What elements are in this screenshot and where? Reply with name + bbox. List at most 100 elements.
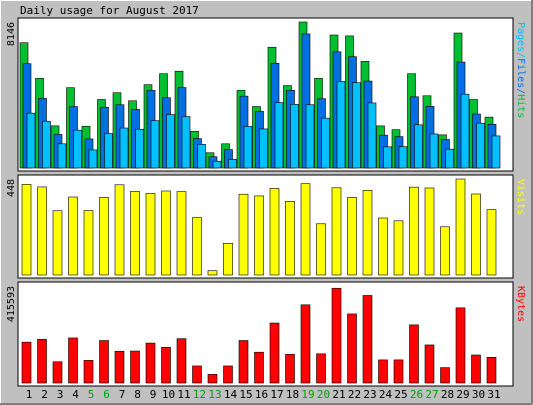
x-tick-label-day-2: 2	[41, 388, 48, 401]
bar-visits-visits-day-7	[114, 184, 125, 276]
bar-kbytes-kbytes-day-4	[68, 337, 78, 384]
bar-visits-visits-day-28	[440, 226, 450, 276]
x-tick-label-day-5: 5	[88, 388, 95, 401]
bar-visits-visits-day-15	[238, 193, 249, 276]
bar-visits-visits-day-12	[192, 217, 202, 276]
chart-title: Daily usage for August 2017	[20, 4, 199, 17]
bar-kbytes-kbytes-day-3	[52, 361, 63, 384]
ylabel-visits: Visits	[515, 179, 526, 215]
x-tick-label-day-24: 24	[379, 388, 393, 401]
bar-hits-files-pages-pages-day-27	[429, 133, 439, 169]
bar-hits-files-pages-pages-day-24	[383, 146, 392, 169]
bar-kbytes-kbytes-day-1	[21, 341, 32, 384]
x-tick-label-day-15: 15	[239, 388, 252, 401]
bar-kbytes-kbytes-day-17	[269, 322, 280, 384]
bar-kbytes-kbytes-day-16	[254, 351, 264, 384]
bar-kbytes-kbytes-day-7	[114, 350, 125, 384]
bar-visits-visits-day-24	[378, 217, 388, 276]
ymax-label-kbytes: 415593	[6, 286, 17, 322]
ylabel-segment-hits: Hits	[515, 94, 526, 118]
x-tick-label-day-17: 17	[270, 388, 283, 401]
bar-hits-files-pages-pages-day-31	[491, 135, 501, 169]
bar-visits-visits-day-31	[486, 209, 497, 276]
bars-layer	[19, 21, 501, 384]
bar-visits-visits-day-1	[21, 184, 32, 276]
x-tick-label-day-27: 27	[425, 388, 438, 401]
bar-visits-visits-day-13	[207, 270, 218, 276]
x-tick-label-day-28: 28	[441, 388, 454, 401]
bar-hits-files-pages-pages-day-19	[305, 104, 315, 169]
bar-visits-visits-day-26	[409, 186, 419, 276]
bar-visits-visits-day-4	[68, 196, 78, 276]
x-tick-label-day-3: 3	[57, 388, 64, 401]
bar-hits-files-pages-pages-day-7	[119, 127, 129, 169]
bar-kbytes-kbytes-day-10	[161, 346, 171, 384]
bar-kbytes-kbytes-day-8	[130, 350, 140, 384]
bar-hits-files-pages-pages-day-29	[460, 93, 470, 169]
bar-kbytes-kbytes-day-29	[455, 307, 466, 384]
ymax-label-hits-files-pages: 8146	[6, 22, 17, 46]
bar-visits-visits-day-27	[424, 187, 435, 276]
bar-hits-files-pages-pages-day-10	[166, 114, 175, 169]
bar-kbytes-kbytes-day-24	[378, 359, 388, 384]
bar-visits-visits-day-2	[37, 186, 47, 276]
x-tick-label-day-16: 16	[255, 388, 268, 401]
bar-hits-files-pages-pages-day-15	[243, 126, 253, 169]
bar-visits-visits-day-30	[471, 193, 481, 276]
x-tick-label-day-21: 21	[332, 388, 345, 401]
x-tick-label-day-22: 22	[348, 388, 361, 401]
bar-hits-files-pages-pages-day-4	[73, 129, 82, 169]
bar-kbytes-kbytes-day-26	[409, 324, 419, 384]
bar-hits-files-pages-pages-day-30	[476, 122, 485, 169]
bar-hits-files-pages-pages-day-5	[88, 149, 98, 169]
bar-hits-files-pages-pages-day-12	[197, 144, 206, 169]
bar-visits-visits-day-29	[455, 178, 466, 276]
x-tick-label-day-9: 9	[150, 388, 157, 401]
bar-hits-files-pages-pages-day-3	[57, 143, 67, 169]
bar-visits-visits-day-18	[285, 200, 295, 276]
bar-hits-files-pages-pages-day-18	[290, 104, 299, 169]
bar-visits-visits-day-3	[52, 210, 63, 276]
bar-visits-visits-day-10	[161, 190, 171, 276]
x-tick-label-day-8: 8	[134, 388, 141, 401]
bar-kbytes-kbytes-day-6	[99, 340, 109, 384]
bar-hits-files-pages-pages-day-21	[336, 81, 346, 169]
ylabel-segment-files: Files/	[515, 58, 526, 94]
bar-kbytes-kbytes-day-19	[300, 304, 311, 384]
bar-hits-files-pages-pages-day-6	[104, 133, 113, 169]
x-tick-label-day-14: 14	[224, 388, 238, 401]
x-tick-label-day-11: 11	[177, 388, 190, 401]
x-tick-label-day-19: 19	[301, 388, 314, 401]
bar-kbytes-kbytes-day-20	[316, 353, 326, 384]
bar-kbytes-kbytes-day-28	[440, 367, 450, 384]
bar-visits-visits-day-14	[223, 242, 233, 276]
bar-hits-files-pages-pages-day-25	[398, 146, 408, 169]
bar-kbytes-kbytes-day-18	[285, 353, 295, 384]
x-tick-label-day-12: 12	[193, 388, 206, 401]
ylabel-segment-pages: Pages/	[515, 22, 526, 58]
bar-hits-files-pages-pages-day-28	[445, 148, 454, 169]
bar-visits-visits-day-11	[176, 191, 187, 276]
bar-hits-files-pages-pages-day-20	[321, 117, 330, 169]
bar-kbytes-kbytes-day-15	[238, 340, 249, 384]
bar-hits-files-pages-pages-day-9	[150, 120, 160, 169]
x-tick-label-day-18: 18	[286, 388, 299, 401]
bar-visits-visits-day-21	[331, 187, 342, 276]
bar-kbytes-kbytes-day-23	[362, 295, 373, 384]
ylabel-kbytes: KBytes	[515, 286, 526, 322]
bar-hits-files-pages-pages-day-17	[274, 102, 284, 169]
bar-kbytes-kbytes-day-25	[393, 359, 404, 384]
x-tick-label-day-23: 23	[363, 388, 376, 401]
x-tick-label-day-31: 31	[487, 388, 500, 401]
x-tick-label-day-26: 26	[410, 388, 423, 401]
ymax-label-visits: 448	[6, 179, 17, 197]
x-tick-label-day-1: 1	[26, 388, 33, 401]
bar-hits-files-pages-pages-day-8	[135, 128, 144, 169]
x-tick-label-day-6: 6	[103, 388, 110, 401]
bar-visits-visits-day-25	[393, 220, 404, 276]
bar-visits-visits-day-19	[300, 183, 311, 276]
x-tick-label-day-13: 13	[208, 388, 221, 401]
